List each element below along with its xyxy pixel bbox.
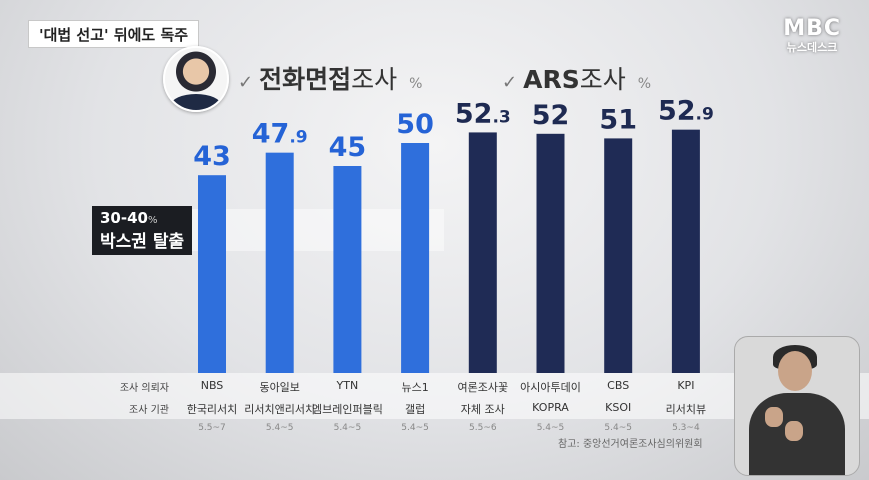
- bar-1: [265, 152, 294, 373]
- checkmark-icon: ✓: [238, 72, 254, 93]
- date-3: 5.4~5: [401, 423, 429, 433]
- value-label-7: 52.9: [658, 96, 714, 127]
- group-title-ars: ✓ ARS 조사 %: [502, 60, 651, 96]
- requester-0: NBS: [200, 379, 224, 392]
- date-1: 5.4~5: [265, 423, 294, 433]
- value-label-2: 45: [329, 132, 367, 163]
- requester-2: YTN: [336, 379, 359, 392]
- logo-text: MBC: [783, 16, 841, 41]
- value-label-int-7: 52: [658, 96, 696, 127]
- date-5: 5.4~5: [536, 423, 565, 433]
- requester-4: 여론조사꽃: [457, 381, 509, 394]
- value-label-4: 52.3: [455, 98, 511, 129]
- value-label-dec-7: .9: [696, 105, 714, 125]
- agency-1: 리서치앤리서치: [244, 403, 316, 416]
- bar-3: [401, 143, 430, 373]
- date-6: 5.4~5: [604, 423, 632, 433]
- date-2: 5.4~5: [333, 423, 362, 433]
- requester-3: 뉴스1: [401, 381, 429, 394]
- group-title-ars-normal: 조사: [579, 65, 626, 94]
- bar-7: [671, 129, 700, 373]
- agency-2: 엠브레인퍼블릭: [311, 403, 383, 416]
- group-title-ars-bold: ARS: [523, 65, 580, 94]
- agency-7: 리서치뷰: [665, 403, 707, 416]
- value-label-dec-1: .9: [289, 128, 307, 148]
- bar-2: [333, 166, 362, 373]
- meta-band: [0, 373, 869, 419]
- value-label-dec-4: .3: [492, 107, 510, 127]
- value-label-int-3: 50: [396, 109, 434, 140]
- source-note: 참고: 중앙선거여론조사심의위원회: [558, 439, 703, 450]
- politician-avatar: [163, 46, 229, 112]
- agency-row-label: 조사 기관: [129, 405, 169, 416]
- value-label-int-4: 52: [455, 98, 493, 129]
- value-label-3: 50: [396, 109, 434, 140]
- value-label-6: 51: [599, 104, 637, 135]
- value-label-5: 52: [532, 100, 570, 131]
- checkmark-icon: ✓: [502, 72, 518, 93]
- agency-6: KSOI: [605, 401, 632, 414]
- annotation-range: 30-40: [100, 209, 148, 227]
- annotation-unit: %: [147, 215, 158, 226]
- broadcaster-logo: MBC 뉴스데스크: [783, 16, 841, 55]
- sign-language-interpreter: [734, 336, 860, 476]
- requester-6: CBS: [607, 379, 630, 392]
- bar-5: [536, 133, 565, 373]
- date-0: 5.5~7: [198, 423, 226, 433]
- value-label-int-1: 47: [252, 119, 290, 150]
- agency-0: 한국리서치: [186, 403, 238, 416]
- value-label-int-5: 52: [532, 100, 570, 131]
- value-label-0: 43: [193, 141, 231, 172]
- bar-4: [468, 132, 497, 373]
- agency-5: KOPRA: [532, 401, 569, 414]
- value-label-int-6: 51: [599, 104, 637, 135]
- value-label-int-0: 43: [193, 141, 231, 172]
- agency-3: 갤럽: [404, 403, 426, 416]
- date-4: 5.5~6: [469, 423, 497, 433]
- requester-7: KPI: [677, 379, 695, 392]
- headline: '대법 선고' 뒤에도 독주: [28, 20, 200, 48]
- group-title-phone-bold: 전화면접: [259, 65, 352, 94]
- agency-4: 자체 조사: [460, 403, 505, 416]
- group-title-phone-unit: %: [409, 76, 423, 92]
- bar-0: [198, 175, 226, 373]
- requester-5: 아시아투데이: [520, 381, 581, 394]
- annotation-text: 박스권 탈출: [100, 232, 185, 252]
- group-title-phone-normal: 조사: [351, 65, 398, 94]
- date-7: 5.3~4: [672, 423, 700, 433]
- value-label-int-2: 45: [329, 132, 367, 163]
- requester-row-label: 조사 의뢰자: [119, 383, 169, 394]
- value-label-1: 47.9: [252, 119, 308, 150]
- requester-1: 동아일보: [259, 381, 300, 394]
- group-title-ars-unit: %: [637, 76, 652, 92]
- bar-6: [604, 138, 633, 373]
- group-title-phone: ✓ 전화면접 조사 %: [238, 60, 422, 96]
- program-name: 뉴스데스크: [786, 41, 838, 54]
- box-range-annotation: 30-40% 박스권 탈출: [92, 206, 193, 255]
